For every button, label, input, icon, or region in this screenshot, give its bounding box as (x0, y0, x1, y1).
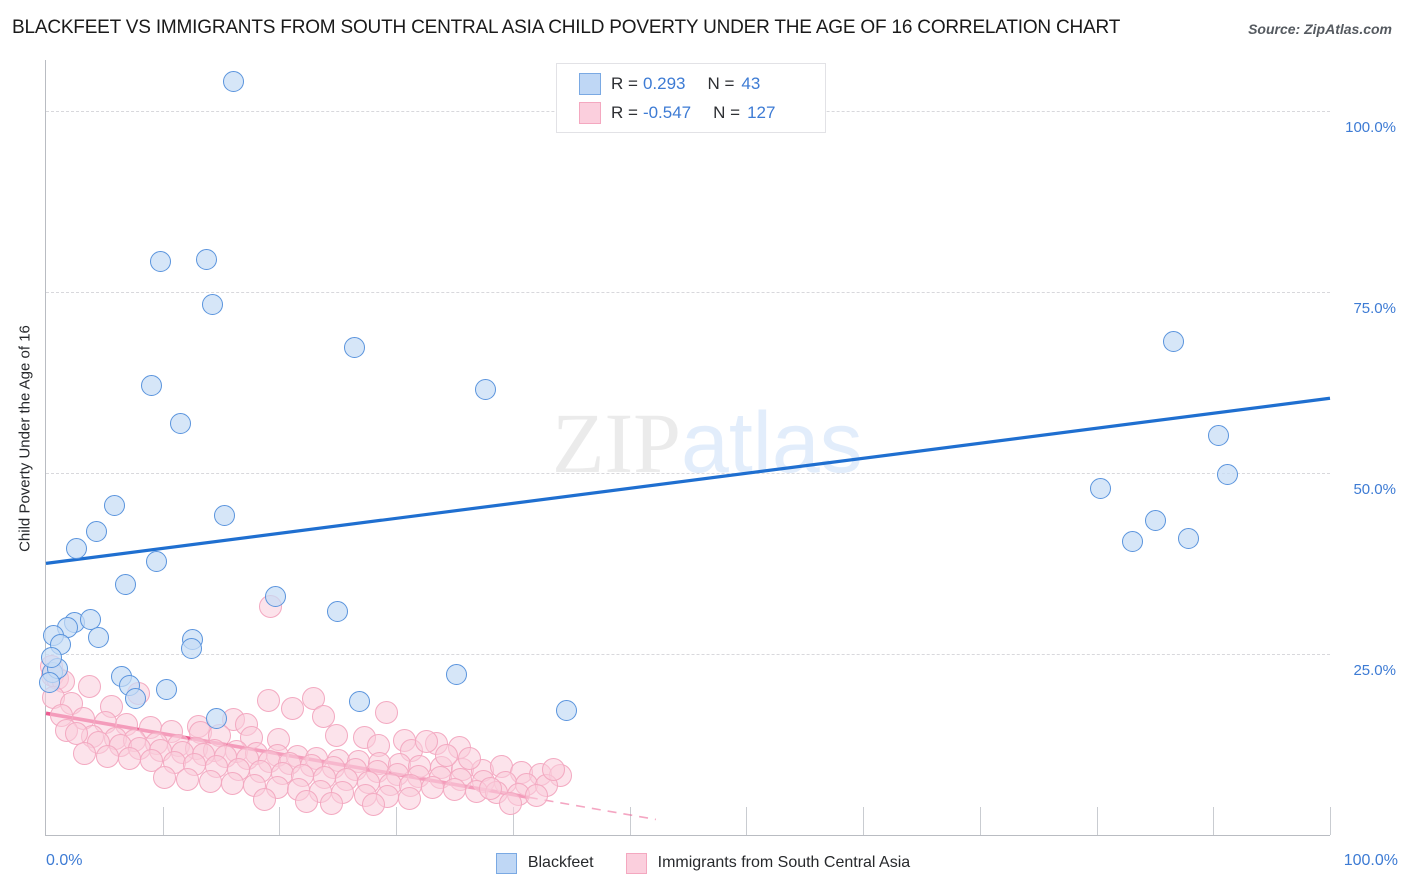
series-color-swatch (579, 72, 601, 95)
x-axis-tick (863, 807, 864, 835)
x-axis-tick (1330, 807, 1331, 835)
trend-line-immigrants (45, 711, 530, 800)
x-axis-tick (279, 807, 280, 835)
r-value: 0.293 (642, 73, 686, 93)
correlation-row: R = -0.547 N = 127 (557, 98, 825, 127)
gridline-75 (46, 291, 1330, 293)
n-value: 127 (747, 102, 776, 122)
gridline-50 (46, 472, 1330, 474)
r-label: R = (611, 73, 638, 93)
y-tick-label: 75.0% (1353, 299, 1396, 317)
x-axis-line (45, 835, 1330, 836)
x-axis-tick (163, 807, 164, 835)
trend-line-blackfeet (45, 396, 1331, 565)
series-legend: Blackfeet Immigrants from South Central A… (0, 848, 1406, 878)
x-axis-tick (746, 807, 747, 835)
correlation-legend: R = 0.293 N = 43 R = -0.547 N = 127 (556, 63, 826, 133)
legend-color-swatch (625, 852, 647, 874)
x-axis-tick (396, 807, 397, 835)
gridline-25 (46, 653, 1330, 655)
n-value: 43 (741, 73, 761, 93)
legend-color-swatch (495, 852, 517, 874)
chart-header: BLACKFEET VS IMMIGRANTS FROM SOUTH CENTR… (0, 0, 1406, 52)
n-label: N = (707, 73, 735, 93)
source-label: Source: ZipAtlas.com (1248, 21, 1392, 37)
y-tick-label: 100.0% (1345, 118, 1396, 136)
page-title: BLACKFEET VS IMMIGRANTS FROM SOUTH CENTR… (12, 17, 1121, 38)
legend-label: Blackfeet (527, 854, 594, 871)
x-axis-min-label: 0.0% (46, 852, 83, 869)
x-axis-tick (980, 807, 981, 835)
x-axis-tick (513, 807, 514, 835)
legend-item-immigrants[interactable]: Immigrants from South Central Asia (625, 852, 911, 874)
x-axis-max-label: 100.0% (1343, 852, 1398, 869)
y-tick-label: 50.0% (1353, 480, 1396, 498)
trend-line-immigrants-extension (528, 796, 657, 821)
r-value: -0.547 (642, 102, 692, 122)
r-label: R = (611, 102, 638, 122)
y-tick-label: 25.0% (1353, 661, 1396, 679)
x-axis-tick (1213, 807, 1214, 835)
legend-label: Immigrants from South Central Asia (657, 854, 911, 871)
series-color-swatch (579, 101, 601, 124)
correlation-row: R = 0.293 N = 43 (557, 69, 825, 98)
n-label: N = (713, 102, 741, 122)
x-axis-tick (1097, 807, 1098, 835)
y-axis-line (45, 60, 46, 836)
x-axis-tick (630, 807, 631, 835)
legend-item-blackfeet[interactable]: Blackfeet (495, 852, 594, 874)
